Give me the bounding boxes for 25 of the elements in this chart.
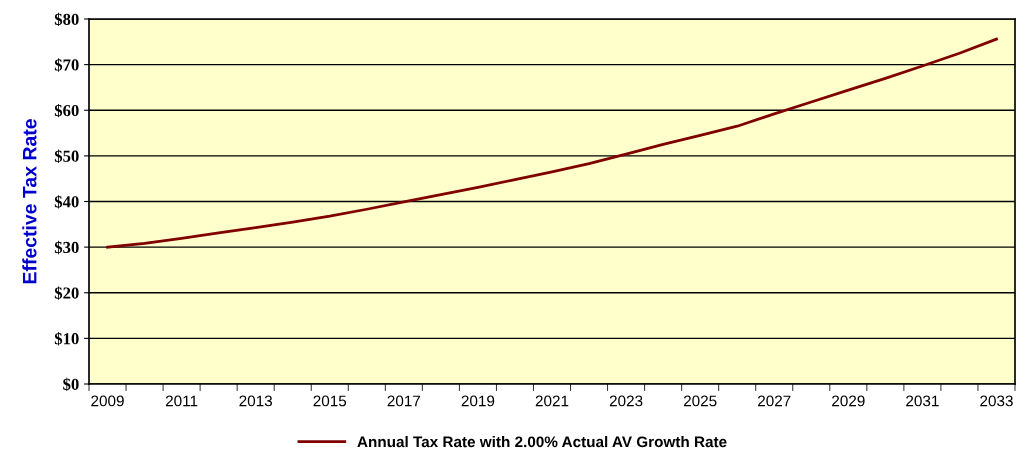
line-series <box>106 37 998 249</box>
x-tick-label: 2027 <box>758 395 791 407</box>
x-tick-label: 2031 <box>906 395 939 407</box>
y-tick-label: $40 <box>54 195 79 209</box>
y-tick-label: $70 <box>54 58 79 72</box>
y-tick-label: $30 <box>54 240 79 255</box>
x-tick-label: 2013 <box>239 395 272 407</box>
x-tick-label: 2025 <box>683 395 717 407</box>
x-tick-label: 2019 <box>461 395 495 407</box>
x-tick-label: 2009 <box>91 395 124 407</box>
y-tick-label: $20 <box>54 286 79 300</box>
y-tick-label: $60 <box>54 103 79 118</box>
y-tick-label: $80 <box>54 12 79 27</box>
x-tick-label: 2011 <box>165 395 198 407</box>
x-tick-label: 2017 <box>387 395 421 407</box>
x-tick-label: 2029 <box>832 395 865 407</box>
x-tick-label: 2021 <box>535 395 569 407</box>
legend-label: Annual Tax Rate with 2.00% Actual AV Growth Rate <box>357 436 727 448</box>
y-tick-label: $50 <box>54 149 79 163</box>
y-tick-label: $10 <box>54 332 79 346</box>
x-tick-label: 2033 <box>980 395 1013 407</box>
x-tick-label: 2015 <box>313 395 347 407</box>
y-axis-title: Effective Tax Rate <box>22 119 37 284</box>
y-tick-label: $0 <box>63 377 79 392</box>
x-tick-label: 2023 <box>609 395 643 407</box>
